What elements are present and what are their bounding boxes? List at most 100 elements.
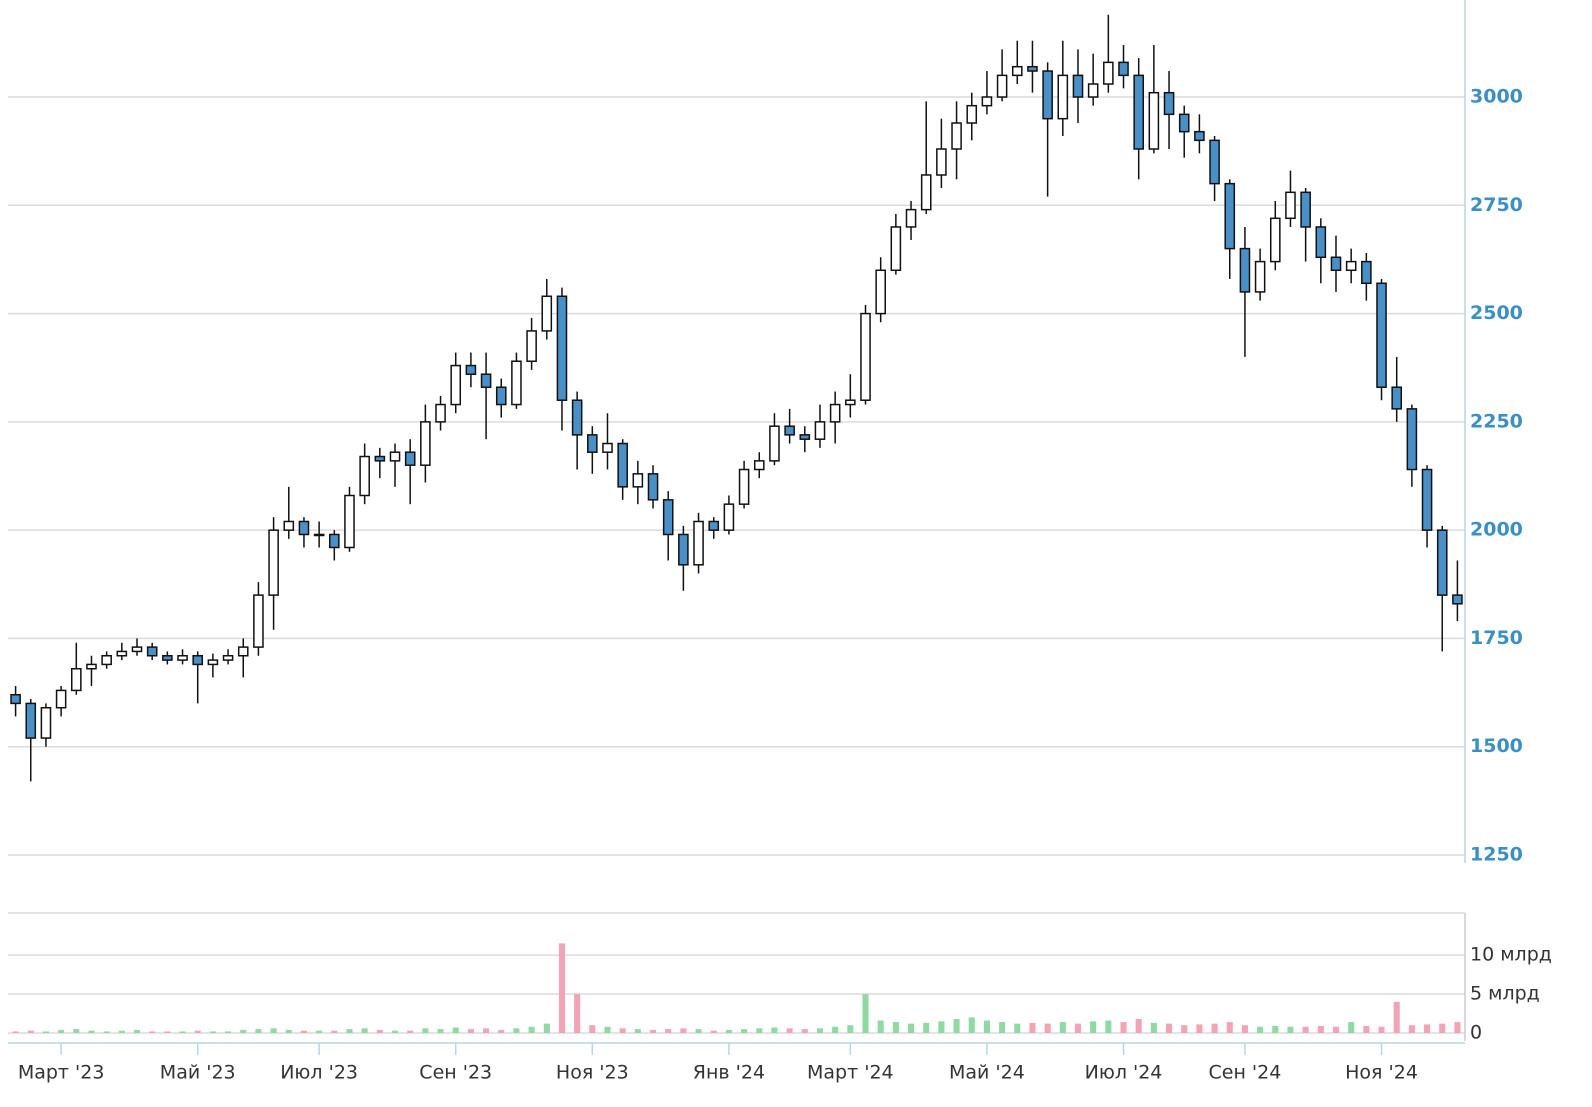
candle-body — [723, 503, 735, 531]
volume-bar — [73, 1029, 80, 1033]
volume-bar — [634, 1029, 641, 1033]
candle-body — [86, 663, 97, 670]
candle-body — [1148, 91, 1160, 150]
candle-body — [146, 646, 158, 657]
volume-bar — [361, 1028, 368, 1033]
volume-bar — [923, 1022, 930, 1033]
candle-body — [708, 520, 720, 531]
x-tick-label: Май '23 — [160, 1062, 236, 1084]
volume-bar — [391, 1030, 399, 1033]
x-tick-label: Янв '24 — [693, 1062, 765, 1084]
candle-body — [905, 208, 917, 228]
volume-bar — [1287, 1026, 1294, 1033]
volume-bar — [194, 1030, 201, 1033]
volume-bar — [1302, 1026, 1309, 1033]
candle-body — [769, 425, 780, 462]
candle-body — [936, 148, 947, 176]
volume-bar — [574, 994, 581, 1033]
volume-bar — [543, 1023, 550, 1033]
candle-body — [404, 451, 416, 466]
candle-body — [116, 650, 128, 657]
x-tick-label: Ноя '24 — [1345, 1062, 1418, 1084]
y-tick-label: 3000 — [1470, 86, 1523, 108]
candle-body — [25, 702, 37, 739]
candle-body — [784, 425, 795, 436]
candle-body — [40, 706, 52, 739]
volume-bar — [27, 1030, 34, 1033]
candle-body — [875, 269, 886, 315]
candle-body — [10, 693, 21, 705]
volume-bar — [331, 1030, 338, 1033]
candle-body — [617, 442, 628, 488]
candle-body — [678, 533, 689, 566]
candle-body — [738, 468, 750, 505]
x-tick-label: Ноя '23 — [556, 1062, 629, 1084]
volume-bar — [437, 1029, 444, 1033]
volume-bar — [133, 1029, 141, 1033]
candle-body — [101, 655, 112, 666]
candle-body — [495, 386, 507, 406]
volume-bar — [968, 1017, 975, 1033]
candle-body — [222, 655, 234, 661]
y-tick-label: 2000 — [1470, 519, 1523, 541]
volume-bar — [558, 943, 565, 1033]
volume-bar — [1014, 1023, 1021, 1033]
volume-bar — [12, 1031, 19, 1033]
candle-body — [298, 520, 310, 536]
volume-bar — [801, 1029, 808, 1033]
y-tick-label: 2250 — [1470, 410, 1523, 432]
candle-body — [1315, 226, 1327, 259]
volume-bar — [1332, 1026, 1340, 1033]
candle-body — [1361, 260, 1372, 285]
candle-body — [283, 520, 295, 531]
x-tick-label: Март '24 — [807, 1062, 894, 1084]
candle-body — [1103, 61, 1114, 85]
candle-body — [1118, 61, 1129, 77]
volume-bar — [649, 1029, 657, 1033]
candle-body — [1027, 65, 1038, 72]
volume-bar — [695, 1029, 702, 1033]
candle-body — [1300, 191, 1311, 228]
volume-bar — [1196, 1024, 1203, 1033]
volume-bar — [832, 1026, 839, 1033]
x-tick-label: Март '23 — [18, 1062, 105, 1084]
candle-body — [207, 659, 219, 666]
volume-bar — [255, 1029, 262, 1033]
volume-bar — [786, 1028, 793, 1033]
candle-body — [344, 494, 355, 549]
volume-bar — [1150, 1022, 1157, 1033]
volume-bar — [422, 1028, 429, 1033]
candle-body — [981, 96, 993, 107]
candle-body — [1133, 74, 1144, 150]
candle-body — [55, 689, 67, 709]
volume-bar — [240, 1029, 247, 1033]
volume-bar — [1105, 1020, 1112, 1033]
volume-bar — [42, 1031, 49, 1033]
volume-bar — [1454, 1022, 1461, 1033]
y-tick-label: 2500 — [1470, 302, 1523, 324]
volume-bar — [149, 1031, 156, 1033]
volume-bar — [1241, 1025, 1248, 1033]
volume-bar — [741, 1029, 748, 1033]
candle-body — [1421, 468, 1433, 531]
volume-bar — [1424, 1024, 1431, 1033]
candle-body — [1011, 65, 1023, 77]
y-tick-label: 1500 — [1470, 735, 1523, 757]
candle-body — [162, 655, 173, 661]
candle-body — [693, 520, 704, 566]
candle-body — [1406, 408, 1418, 471]
volume-bar — [164, 1031, 171, 1033]
candle-body — [829, 403, 841, 423]
candle-body — [951, 122, 962, 150]
candle-body — [1285, 191, 1296, 220]
volume-bar — [1408, 1025, 1415, 1033]
volume-bar — [1348, 1022, 1355, 1033]
volume-bar — [483, 1028, 490, 1033]
volume-bar — [225, 1031, 232, 1033]
volume-bar — [498, 1029, 505, 1033]
volume-bar — [285, 1029, 292, 1033]
volume-bar — [1059, 1022, 1066, 1033]
candle-body — [1209, 139, 1220, 185]
candle-body — [177, 655, 188, 661]
